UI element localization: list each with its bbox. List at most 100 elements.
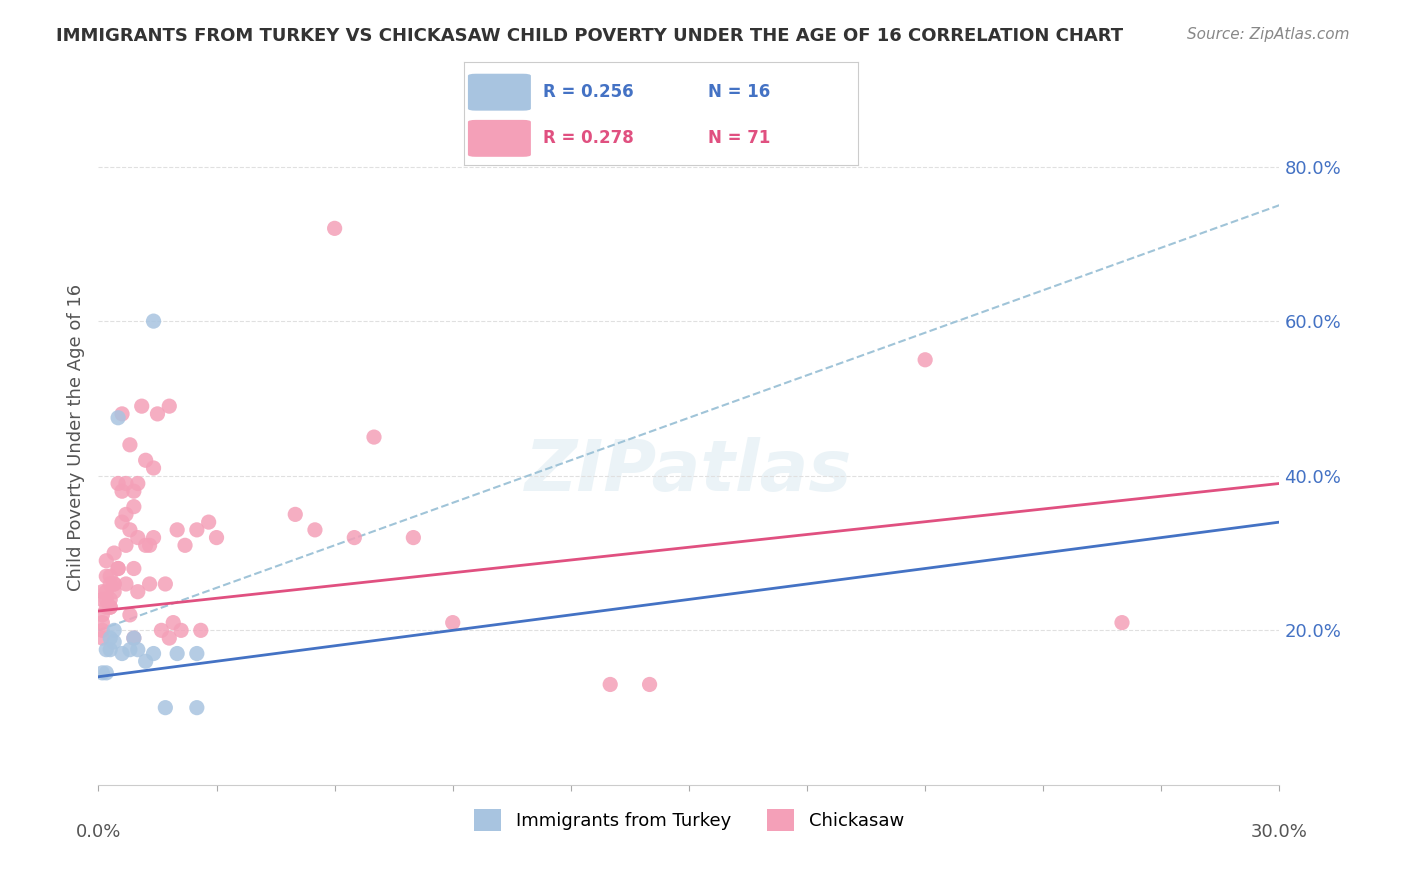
Text: R = 0.256: R = 0.256 (543, 83, 633, 101)
Y-axis label: Child Poverty Under the Age of 16: Child Poverty Under the Age of 16 (66, 284, 84, 591)
Point (118, 642, 141, 657)
Point (103, 584, 125, 599)
Text: Source: ZipAtlas.com: Source: ZipAtlas.com (1187, 27, 1350, 42)
Point (96, 584, 118, 599)
Point (138, 577, 160, 591)
Point (96, 600, 118, 615)
Point (135, 453, 157, 467)
Point (638, 677, 661, 691)
Point (98, 592, 121, 607)
Point (96, 554, 118, 568)
Point (155, 700, 177, 714)
Text: ZIPatlas: ZIPatlas (526, 437, 852, 507)
Text: N = 71: N = 71 (709, 129, 770, 147)
Point (91, 631, 114, 645)
Point (91, 584, 114, 599)
Point (96, 665, 118, 680)
Point (170, 624, 193, 638)
Text: N = 16: N = 16 (709, 83, 770, 101)
FancyBboxPatch shape (468, 74, 531, 111)
Point (96, 642, 118, 657)
Point (197, 515, 219, 529)
Point (107, 476, 129, 491)
Point (103, 577, 125, 591)
Point (186, 647, 208, 661)
Point (118, 607, 141, 622)
Point (96, 569, 118, 583)
Point (174, 538, 197, 552)
Point (111, 515, 134, 529)
Point (103, 546, 125, 560)
Point (135, 538, 157, 552)
Point (98, 600, 121, 615)
Point (205, 531, 228, 545)
Text: R = 0.278: R = 0.278 (543, 129, 634, 147)
Point (155, 577, 177, 591)
Point (91, 607, 114, 622)
Point (103, 577, 125, 591)
Point (98, 569, 121, 583)
Point (142, 531, 165, 545)
Point (304, 523, 326, 537)
Point (122, 631, 145, 645)
Point (98, 631, 121, 645)
Point (118, 438, 141, 452)
Point (122, 484, 145, 499)
Point (91, 615, 114, 630)
Point (127, 642, 149, 657)
Legend: Immigrants from Turkey, Chickasaw: Immigrants from Turkey, Chickasaw (467, 802, 911, 838)
Point (111, 647, 134, 661)
Point (284, 508, 307, 522)
Point (150, 624, 173, 638)
Point (157, 631, 180, 645)
Point (103, 635, 125, 649)
Point (186, 523, 208, 537)
Point (91, 624, 114, 638)
Point (107, 561, 129, 575)
Point (98, 577, 121, 591)
Point (131, 399, 153, 413)
Point (135, 654, 157, 668)
Point (127, 584, 149, 599)
Point (1111, 615, 1133, 630)
Point (186, 700, 208, 714)
Point (115, 508, 138, 522)
Point (190, 624, 212, 638)
Text: 30.0%: 30.0% (1251, 823, 1308, 841)
Point (914, 352, 936, 367)
Point (111, 484, 134, 499)
Point (98, 600, 121, 615)
Point (363, 430, 385, 444)
Point (138, 538, 160, 552)
Point (127, 531, 149, 545)
Point (157, 399, 180, 413)
Point (343, 531, 366, 545)
Point (127, 476, 149, 491)
Point (122, 500, 145, 514)
Point (142, 647, 165, 661)
Point (323, 221, 346, 235)
Point (142, 314, 165, 328)
Point (115, 577, 138, 591)
Point (162, 615, 184, 630)
FancyBboxPatch shape (468, 120, 531, 157)
Point (111, 407, 134, 421)
Point (115, 538, 138, 552)
Text: 0.0%: 0.0% (76, 823, 121, 841)
Point (103, 624, 125, 638)
Point (599, 677, 621, 691)
Point (107, 561, 129, 575)
Point (402, 531, 425, 545)
Point (166, 523, 188, 537)
Point (122, 631, 145, 645)
Point (91, 592, 114, 607)
Point (115, 476, 138, 491)
Point (146, 407, 169, 421)
Point (142, 461, 165, 475)
Point (98, 642, 121, 657)
Point (441, 615, 464, 630)
Point (166, 647, 188, 661)
Text: IMMIGRANTS FROM TURKEY VS CHICKASAW CHILD POVERTY UNDER THE AGE OF 16 CORRELATIO: IMMIGRANTS FROM TURKEY VS CHICKASAW CHIL… (56, 27, 1123, 45)
Point (107, 410, 129, 425)
Point (122, 561, 145, 575)
